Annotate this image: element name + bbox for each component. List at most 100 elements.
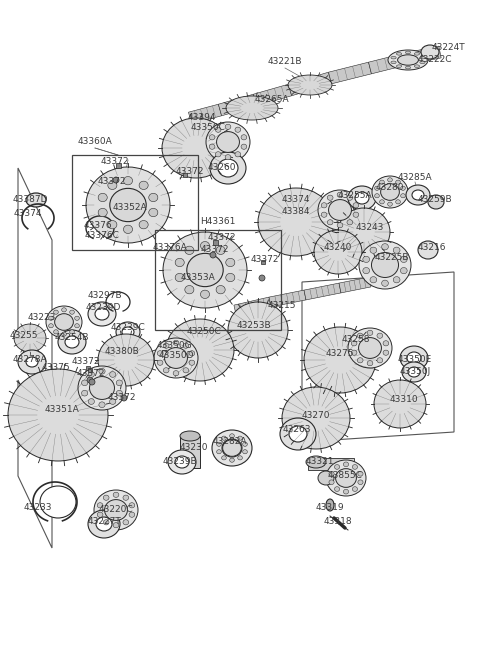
Ellipse shape [105, 500, 128, 521]
Text: 43318: 43318 [324, 517, 352, 527]
Polygon shape [369, 52, 411, 74]
Ellipse shape [183, 367, 189, 373]
Text: 43263: 43263 [283, 426, 311, 434]
Ellipse shape [94, 490, 138, 530]
Text: 43250C: 43250C [187, 328, 221, 337]
Ellipse shape [212, 430, 252, 466]
Ellipse shape [209, 135, 215, 140]
Ellipse shape [98, 208, 107, 217]
Ellipse shape [14, 324, 46, 352]
Ellipse shape [377, 358, 383, 363]
Ellipse shape [372, 176, 408, 208]
Ellipse shape [98, 334, 154, 386]
Text: 43278A: 43278A [12, 356, 48, 364]
Ellipse shape [122, 327, 134, 337]
Ellipse shape [351, 350, 357, 355]
Ellipse shape [396, 52, 402, 55]
Text: 43374: 43374 [282, 195, 310, 204]
Text: 43285A: 43285A [398, 174, 432, 183]
Ellipse shape [123, 519, 129, 525]
Ellipse shape [75, 316, 79, 320]
Ellipse shape [173, 371, 179, 376]
Ellipse shape [113, 492, 119, 497]
Ellipse shape [353, 202, 359, 208]
Ellipse shape [318, 471, 334, 485]
Text: 43215: 43215 [268, 301, 296, 310]
Ellipse shape [370, 247, 377, 253]
Ellipse shape [367, 330, 373, 335]
Ellipse shape [357, 333, 363, 338]
Ellipse shape [89, 379, 95, 385]
Ellipse shape [78, 366, 126, 410]
Ellipse shape [383, 341, 389, 346]
Ellipse shape [393, 276, 400, 283]
Ellipse shape [222, 439, 242, 457]
Ellipse shape [352, 464, 358, 469]
Text: 43384: 43384 [282, 208, 310, 217]
Ellipse shape [185, 246, 194, 255]
Bar [86, 366, 90, 370]
Polygon shape [328, 62, 372, 84]
Ellipse shape [123, 225, 132, 233]
Text: 43372: 43372 [101, 157, 129, 166]
Ellipse shape [123, 176, 132, 185]
Ellipse shape [370, 276, 377, 283]
Text: 43260: 43260 [208, 164, 236, 172]
Ellipse shape [95, 308, 109, 320]
Ellipse shape [75, 324, 79, 328]
Ellipse shape [87, 377, 93, 383]
Ellipse shape [55, 314, 73, 330]
Polygon shape [304, 283, 341, 300]
Ellipse shape [225, 124, 231, 130]
Ellipse shape [168, 450, 196, 474]
Polygon shape [218, 94, 257, 116]
Ellipse shape [86, 167, 170, 243]
Ellipse shape [353, 212, 359, 217]
Ellipse shape [380, 200, 384, 204]
Ellipse shape [241, 144, 247, 149]
Ellipse shape [381, 183, 399, 200]
Ellipse shape [186, 337, 214, 363]
Ellipse shape [407, 352, 421, 364]
Text: 43254B: 43254B [55, 333, 89, 343]
Ellipse shape [116, 380, 122, 386]
Ellipse shape [129, 502, 135, 508]
Ellipse shape [235, 127, 240, 132]
Ellipse shape [222, 436, 226, 440]
Ellipse shape [245, 318, 271, 342]
Ellipse shape [337, 192, 343, 197]
Ellipse shape [183, 343, 189, 348]
Ellipse shape [359, 337, 382, 358]
Text: 43225B: 43225B [375, 253, 409, 263]
Ellipse shape [326, 499, 334, 511]
Text: 43221B: 43221B [268, 58, 302, 67]
Bar [261, 260, 265, 264]
Ellipse shape [187, 253, 223, 287]
Text: 43360A: 43360A [78, 138, 112, 147]
Ellipse shape [218, 159, 238, 177]
Ellipse shape [214, 432, 250, 464]
Ellipse shape [23, 331, 37, 345]
Ellipse shape [103, 519, 109, 525]
Ellipse shape [82, 390, 88, 396]
Ellipse shape [343, 489, 348, 494]
Ellipse shape [393, 247, 400, 253]
Ellipse shape [388, 50, 428, 70]
Ellipse shape [396, 180, 400, 184]
Ellipse shape [216, 442, 221, 446]
Ellipse shape [348, 186, 376, 210]
Ellipse shape [391, 61, 396, 64]
Polygon shape [288, 72, 332, 96]
Text: 43350E: 43350E [398, 356, 432, 364]
Text: 43223: 43223 [28, 314, 56, 322]
Text: 43258: 43258 [342, 335, 370, 345]
Ellipse shape [335, 464, 340, 469]
Ellipse shape [154, 338, 198, 378]
Ellipse shape [225, 155, 231, 160]
Ellipse shape [363, 267, 370, 274]
Ellipse shape [173, 340, 179, 345]
Ellipse shape [116, 390, 122, 396]
Ellipse shape [157, 360, 163, 365]
Polygon shape [234, 297, 271, 315]
Text: 43350D: 43350D [158, 350, 194, 360]
